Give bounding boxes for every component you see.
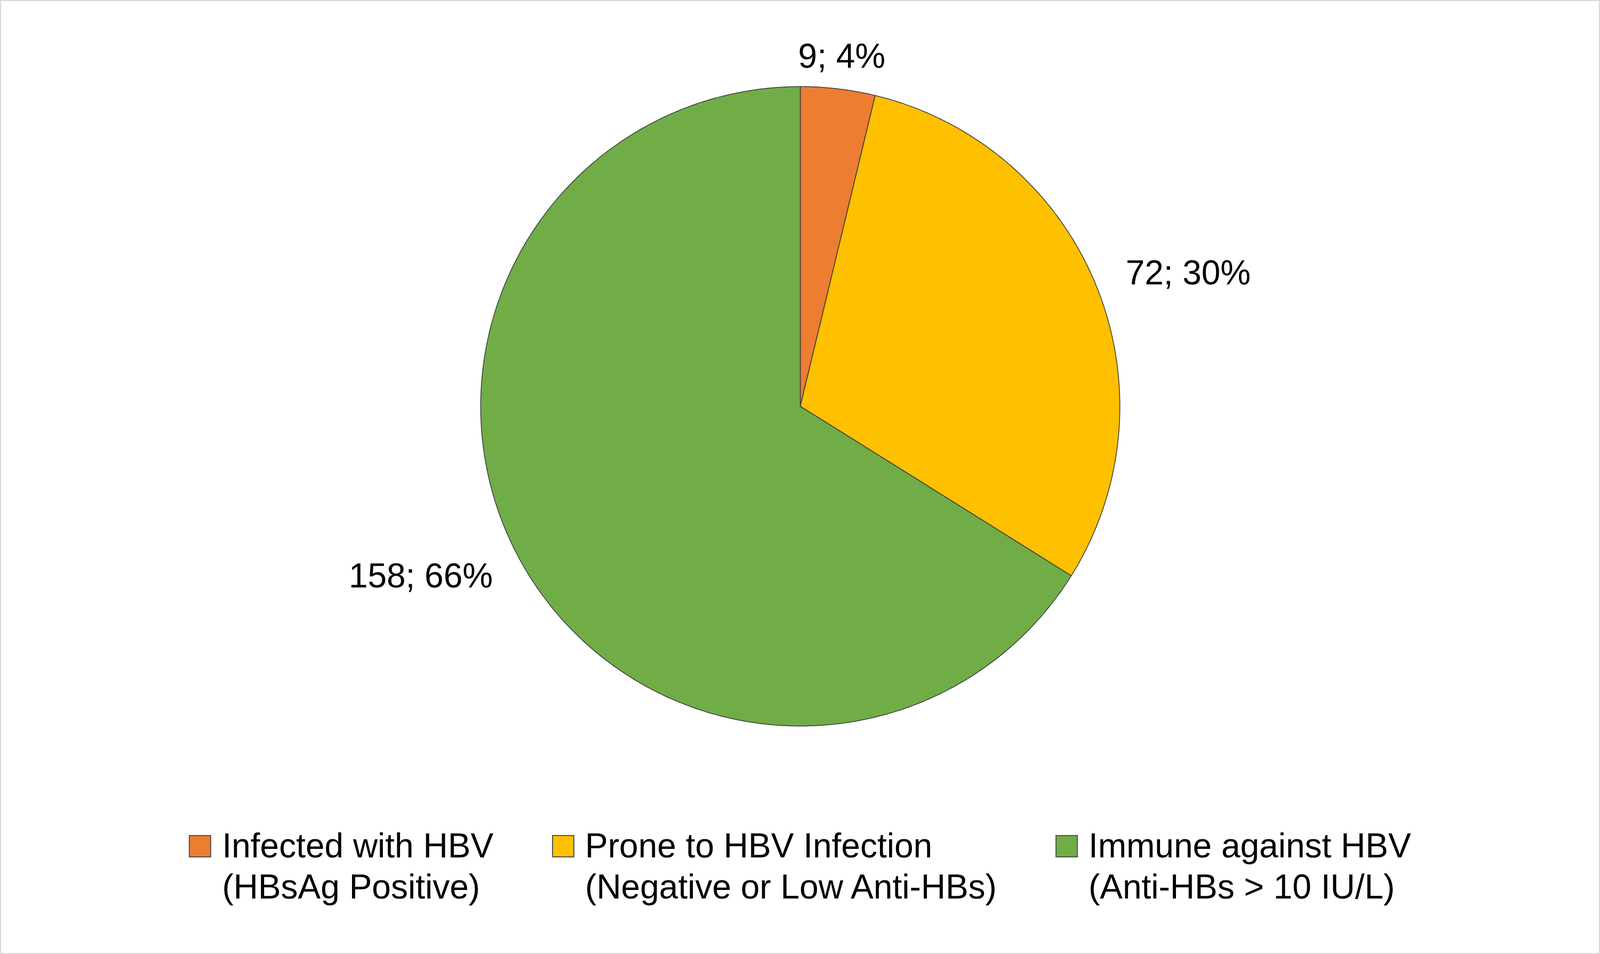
svg-text:9; 4%: 9; 4% bbox=[798, 36, 886, 76]
html-text:Prone to HBV Infection (Negati: Prone to HBV Infection (Negative or Low … bbox=[585, 826, 997, 906]
html-text:Infected with HBV (HBsAg Posit: Infected with HBV (HBsAg Positive) bbox=[222, 826, 494, 906]
svg-text:72; 30%: 72; 30% bbox=[1125, 253, 1252, 292]
svg-text:158; 66%: 158; 66% bbox=[348, 556, 493, 595]
html-text:Immune against HBV (Anti-HBs >: Immune against HBV (Anti-HBs > 10 IU/L) bbox=[1088, 826, 1411, 906]
